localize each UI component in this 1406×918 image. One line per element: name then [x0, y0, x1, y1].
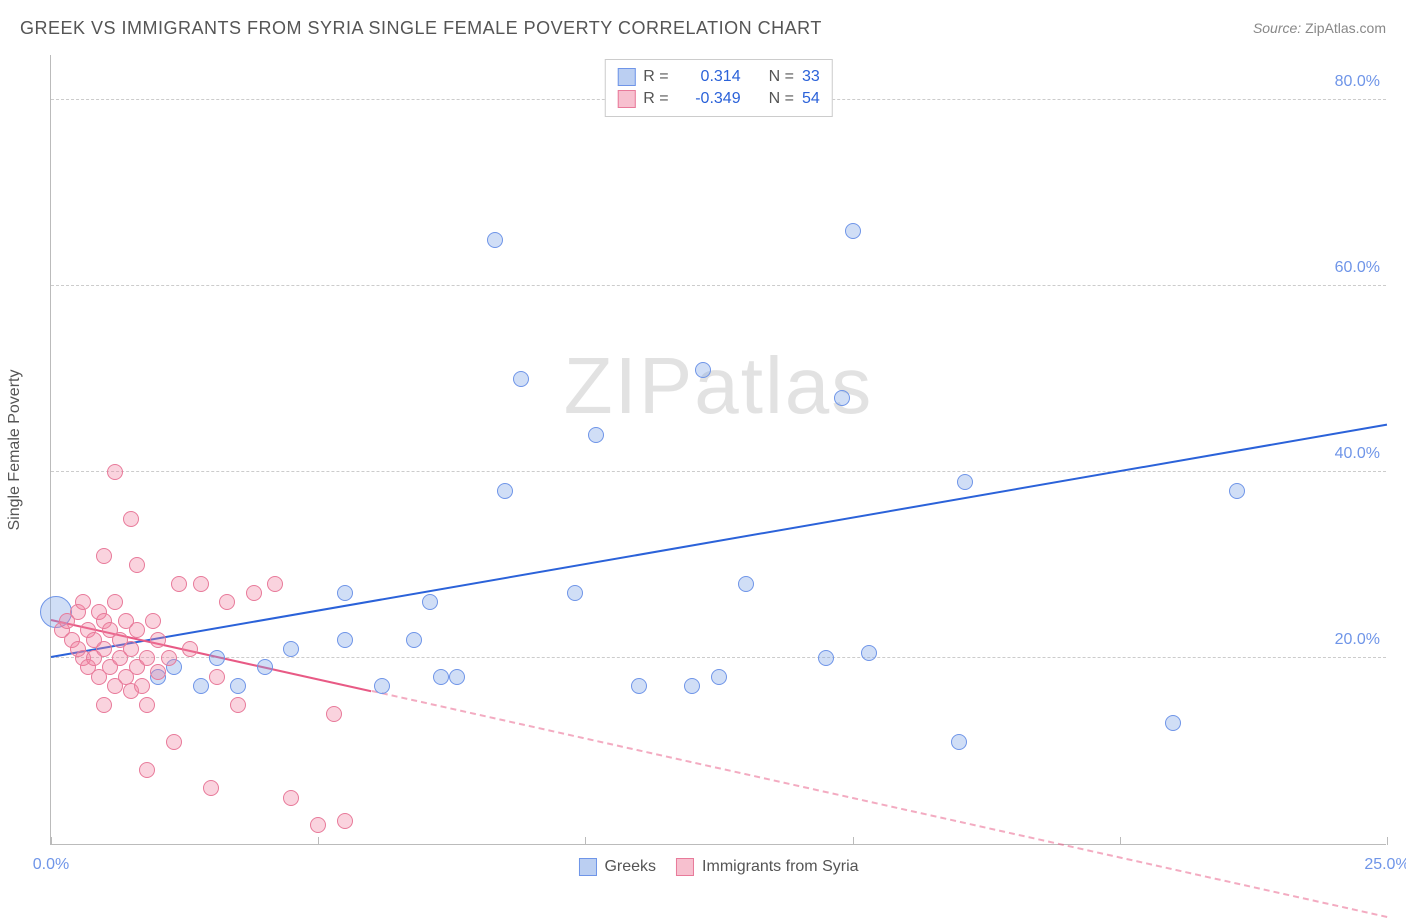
scatter-point: [818, 650, 834, 666]
legend-item: Immigrants from Syria: [676, 858, 858, 876]
x-tick: [585, 837, 586, 845]
scatter-point: [134, 678, 150, 694]
scatter-point: [139, 650, 155, 666]
scatter-point: [567, 585, 583, 601]
scatter-point: [129, 622, 145, 638]
scatter-point: [684, 678, 700, 694]
plot-wrap: Single Female Poverty ZIPatlas R = 0.314…: [50, 55, 1386, 845]
scatter-point: [513, 371, 529, 387]
scatter-point: [695, 362, 711, 378]
scatter-point: [123, 641, 139, 657]
swatch-greeks: [578, 858, 596, 876]
y-axis-label: Single Female Poverty: [6, 370, 24, 531]
scatter-point: [422, 594, 438, 610]
legend-row: R = 0.314 N = 33: [617, 66, 819, 88]
scatter-point: [96, 548, 112, 564]
scatter-point: [75, 594, 91, 610]
scatter-point: [139, 697, 155, 713]
legend-stats: R = 0.314 N = 33 R = -0.349 N = 54: [604, 59, 832, 117]
scatter-point: [449, 669, 465, 685]
scatter-point: [171, 576, 187, 592]
scatter-point: [374, 678, 390, 694]
scatter-point: [150, 664, 166, 680]
scatter-point: [957, 474, 973, 490]
scatter-point: [107, 464, 123, 480]
scatter-point: [150, 632, 166, 648]
scatter-point: [588, 427, 604, 443]
scatter-point: [145, 613, 161, 629]
scatter-point: [257, 659, 273, 675]
scatter-point: [845, 223, 861, 239]
scatter-point: [96, 641, 112, 657]
scatter-point: [738, 576, 754, 592]
scatter-point: [861, 645, 877, 661]
swatch-greeks: [617, 68, 635, 86]
scatter-point: [337, 585, 353, 601]
scatter-point: [433, 669, 449, 685]
y-tick-label: 60.0%: [1335, 259, 1380, 277]
source: Source: ZipAtlas.com: [1253, 20, 1386, 36]
x-tick: [318, 837, 319, 845]
scatter-point: [129, 557, 145, 573]
scatter-point: [166, 734, 182, 750]
scatter-point: [182, 641, 198, 657]
scatter-point: [1165, 715, 1181, 731]
scatter-point: [193, 576, 209, 592]
source-name: ZipAtlas.com: [1305, 20, 1386, 36]
x-tick-label: 0.0%: [33, 856, 69, 874]
gridline: [51, 471, 1386, 472]
y-tick-label: 20.0%: [1335, 631, 1380, 649]
x-tick-label: 25.0%: [1364, 856, 1406, 874]
scatter-point: [310, 817, 326, 833]
scatter-point: [209, 650, 225, 666]
x-tick: [853, 837, 854, 845]
scatter-point: [951, 734, 967, 750]
scatter-point: [337, 632, 353, 648]
scatter-point: [1229, 483, 1245, 499]
y-tick-label: 80.0%: [1335, 73, 1380, 91]
scatter-point: [283, 641, 299, 657]
swatch-syria: [676, 858, 694, 876]
plot-area: ZIPatlas R = 0.314 N = 33 R = -0.349 N =…: [50, 55, 1386, 845]
scatter-point: [631, 678, 647, 694]
scatter-point: [161, 650, 177, 666]
scatter-point: [230, 678, 246, 694]
regression-line-dashed: [371, 690, 1387, 918]
legend-row: R = -0.349 N = 54: [617, 88, 819, 110]
x-tick: [1120, 837, 1121, 845]
scatter-point: [711, 669, 727, 685]
y-tick-label: 40.0%: [1335, 445, 1380, 463]
scatter-point: [326, 706, 342, 722]
scatter-point: [107, 594, 123, 610]
scatter-point: [487, 232, 503, 248]
x-tick: [51, 837, 52, 845]
scatter-point: [219, 594, 235, 610]
chart-title: GREEK VS IMMIGRANTS FROM SYRIA SINGLE FE…: [20, 18, 822, 38]
source-label: Source:: [1253, 20, 1301, 36]
scatter-point: [123, 511, 139, 527]
scatter-point: [139, 762, 155, 778]
watermark: ZIPatlas: [564, 340, 873, 432]
swatch-syria: [617, 90, 635, 108]
scatter-point: [203, 780, 219, 796]
scatter-point: [230, 697, 246, 713]
scatter-point: [209, 669, 225, 685]
gridline: [51, 285, 1386, 286]
scatter-point: [283, 790, 299, 806]
header: GREEK VS IMMIGRANTS FROM SYRIA SINGLE FE…: [20, 18, 1386, 48]
legend-item: Greeks: [578, 858, 656, 876]
scatter-point: [337, 813, 353, 829]
legend-bottom: Greeks Immigrants from Syria: [578, 858, 858, 876]
scatter-point: [267, 576, 283, 592]
scatter-point: [497, 483, 513, 499]
x-tick: [1387, 837, 1388, 845]
scatter-point: [834, 390, 850, 406]
scatter-point: [246, 585, 262, 601]
regression-line: [51, 424, 1387, 658]
scatter-point: [406, 632, 422, 648]
scatter-point: [193, 678, 209, 694]
gridline: [51, 657, 1386, 658]
scatter-point: [96, 697, 112, 713]
